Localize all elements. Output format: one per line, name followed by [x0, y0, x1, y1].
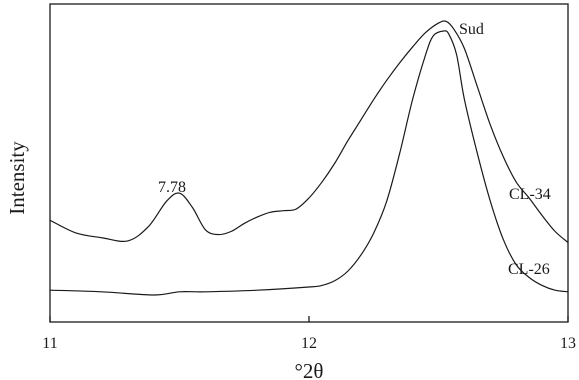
y-axis-label: Intensity: [5, 141, 29, 215]
plot-frame: [49, 3, 569, 323]
annotation-peak-778: 7.78: [158, 179, 186, 196]
x-tick-label-12: 12: [301, 335, 317, 352]
x-axis-label: °2θ: [295, 359, 324, 380]
x-ticks: 11 12 13: [42, 316, 576, 352]
series-label-cl-34: CL-34: [509, 186, 551, 203]
annotation-sud: Sud: [459, 21, 484, 38]
series-line-cl-34: [49, 20, 569, 244]
x-tick-label-13: 13: [560, 335, 576, 352]
x-tick-label-11: 11: [42, 335, 57, 352]
series-label-cl-26: CL-26: [508, 261, 550, 278]
series-line-cl-26: [49, 30, 569, 296]
